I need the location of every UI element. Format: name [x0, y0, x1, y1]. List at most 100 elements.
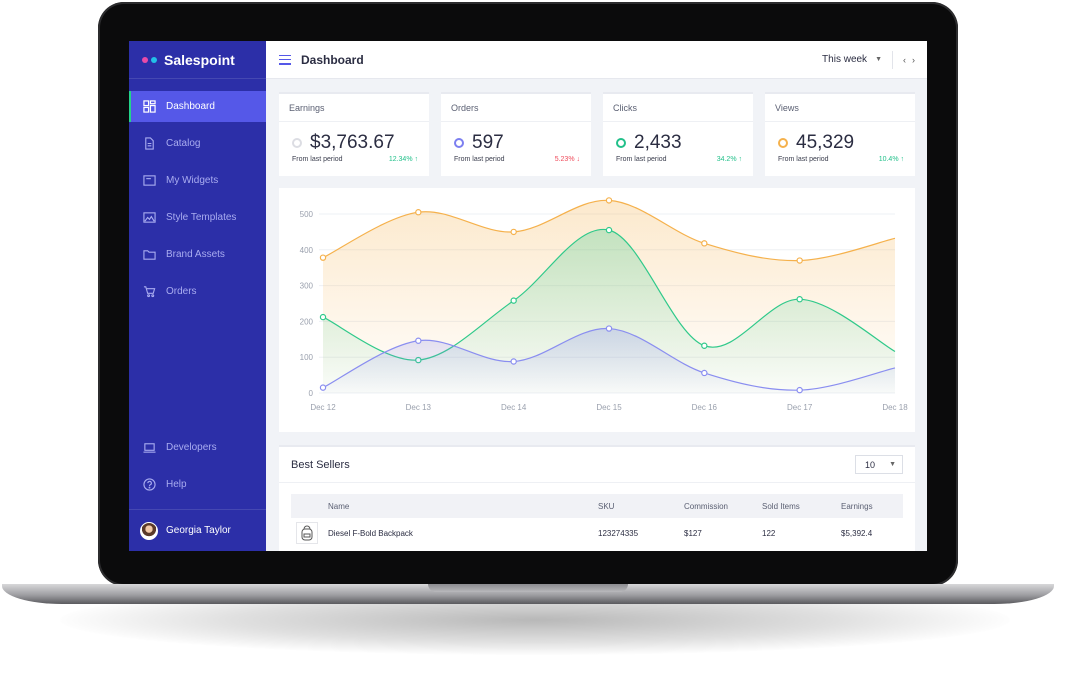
- chevron-down-icon: ▼: [875, 56, 882, 63]
- stat-foot-label: From last period: [292, 156, 343, 163]
- data-point: [510, 358, 517, 365]
- y-tick-label: 300: [300, 282, 314, 291]
- hamburger-menu-icon[interactable]: [279, 54, 291, 65]
- sidebar-item-my-widgets[interactable]: My Widgets: [129, 165, 266, 196]
- sidebar-item-label: Developers: [166, 442, 217, 453]
- sidebar-item-label: Brand Assets: [166, 249, 225, 260]
- document-icon: [143, 137, 156, 150]
- status-ring-icon: [616, 138, 626, 148]
- product-name: Diesel F-Bold Backpack: [328, 528, 413, 538]
- data-point: [605, 325, 613, 332]
- sidebar-item-label: Help: [166, 479, 187, 490]
- chart-card: 0 100 200 300 400 500 Dec 12 Dec 13 Dec 14 Dec 15…: [279, 188, 915, 432]
- data-point: [415, 209, 422, 216]
- stat-value: 597: [472, 132, 504, 153]
- column-header-commission[interactable]: Commission: [684, 501, 729, 511]
- data-point: [319, 254, 327, 261]
- sidebar-bottom-nav: Developers Help: [129, 432, 266, 506]
- x-tick-label: Dec 12: [310, 403, 336, 412]
- sidebar-item-label: Orders: [166, 286, 197, 297]
- table-header-row: Name SKU Commission Sold Items Earnings: [291, 494, 903, 518]
- sidebar-item-label: Dashboard: [166, 101, 215, 112]
- stat-label: Clicks: [603, 94, 753, 122]
- data-point: [605, 197, 613, 204]
- x-tick-label: Dec 16: [692, 403, 718, 412]
- y-tick-label: 100: [300, 353, 314, 362]
- next-period-button[interactable]: ›: [912, 54, 915, 65]
- sidebar-item-help[interactable]: Help: [129, 469, 266, 500]
- chevron-down-icon: ▼: [889, 461, 896, 468]
- column-header-sold-items[interactable]: Sold Items: [762, 501, 800, 511]
- series-area: [323, 328, 895, 393]
- brand-logo-icon: [142, 56, 157, 63]
- laptop-icon: [143, 441, 156, 454]
- product-earnings: $5,392.4: [841, 528, 873, 538]
- best-sellers-title: Best Sellers: [291, 458, 350, 471]
- product-sold-items: 122: [762, 528, 776, 538]
- best-sellers-table: Name SKU Commission Sold Items Earnings …: [291, 494, 903, 548]
- period-dropdown[interactable]: This week ▼: [822, 54, 882, 65]
- help-icon: [143, 478, 156, 491]
- column-header-sku[interactable]: SKU: [598, 501, 615, 511]
- period-pager: ‹ ›: [903, 55, 915, 65]
- stat-card-views: Views 45,329 From last period 10.4% ↑: [765, 92, 915, 176]
- laptop-base-notch: [428, 584, 628, 592]
- x-tick-label: Dec 18: [882, 403, 908, 412]
- sidebar: Salespoint Dashboard Catalog: [129, 41, 266, 551]
- stat-value: 2,433: [634, 132, 682, 153]
- stat-foot-label: From last period: [454, 156, 505, 163]
- data-point: [796, 296, 803, 303]
- brand-name: Salespoint: [164, 51, 235, 68]
- prev-period-button[interactable]: ‹: [903, 54, 906, 65]
- x-tick-label: Dec 15: [596, 403, 622, 412]
- column-header-earnings[interactable]: Earnings: [841, 501, 873, 511]
- per-page-value: 10: [865, 459, 876, 470]
- data-point: [510, 228, 517, 236]
- data-point: [319, 384, 327, 391]
- column-header-name[interactable]: Name: [328, 501, 350, 511]
- sidebar-item-developers[interactable]: Developers: [129, 432, 266, 463]
- data-point: [701, 240, 708, 247]
- user-profile[interactable]: Georgia Taylor: [129, 509, 266, 551]
- table-row[interactable]: Diesel F-Bold Backpack 123274335 $127 12…: [291, 518, 903, 548]
- stat-card-orders: Orders 597 From last period 5.23% ↓: [441, 92, 591, 176]
- data-point: [319, 313, 327, 321]
- x-tick-label: Dec 17: [787, 403, 813, 412]
- image-icon: [143, 211, 156, 224]
- stat-value: 45,329: [796, 132, 855, 153]
- sidebar-item-catalog[interactable]: Catalog: [129, 128, 266, 159]
- folder-icon: [143, 248, 156, 261]
- widget-icon: [143, 174, 156, 187]
- sidebar-item-orders[interactable]: Orders: [129, 276, 266, 307]
- sidebar-item-dashboard[interactable]: Dashboard: [129, 91, 266, 122]
- best-sellers-card: Best Sellers 10 ▼ Name SKU Commission So…: [279, 445, 915, 551]
- x-tick-label: Dec 13: [406, 403, 432, 412]
- sidebar-nav: Dashboard Catalog My Widgets: [129, 91, 266, 307]
- avatar: [140, 521, 158, 540]
- status-ring-icon: [778, 138, 788, 148]
- brand[interactable]: Salespoint: [129, 41, 266, 79]
- top-header: Dashboard This week ▼ ‹ ›: [266, 41, 927, 79]
- data-point: [796, 386, 803, 394]
- period-label: This week: [822, 54, 868, 65]
- sidebar-item-brand-assets[interactable]: Brand Assets: [129, 239, 266, 270]
- stat-change: 34.2% ↑: [716, 156, 742, 163]
- sidebar-item-label: My Widgets: [166, 175, 219, 186]
- y-tick-label: 400: [300, 246, 314, 255]
- status-ring-icon: [292, 138, 302, 148]
- data-point: [605, 226, 613, 234]
- y-tick-label: 500: [300, 210, 314, 219]
- stat-label: Orders: [441, 94, 591, 122]
- data-point: [701, 369, 708, 377]
- page-title: Dashboard: [301, 52, 364, 67]
- sidebar-item-style-templates[interactable]: Style Templates: [129, 202, 266, 233]
- user-name: Georgia Taylor: [166, 525, 231, 536]
- stat-change: 10.4% ↑: [878, 156, 904, 163]
- sidebar-item-label: Style Templates: [166, 212, 237, 223]
- laptop-base: [2, 584, 1054, 604]
- cart-icon: [143, 285, 156, 298]
- data-point: [796, 257, 803, 264]
- per-page-select[interactable]: 10 ▼: [855, 455, 903, 474]
- area-chart: 0 100 200 300 400 500 Dec 12 Dec 13 Dec 14 Dec 15…: [300, 197, 908, 412]
- stat-foot-label: From last period: [778, 156, 829, 163]
